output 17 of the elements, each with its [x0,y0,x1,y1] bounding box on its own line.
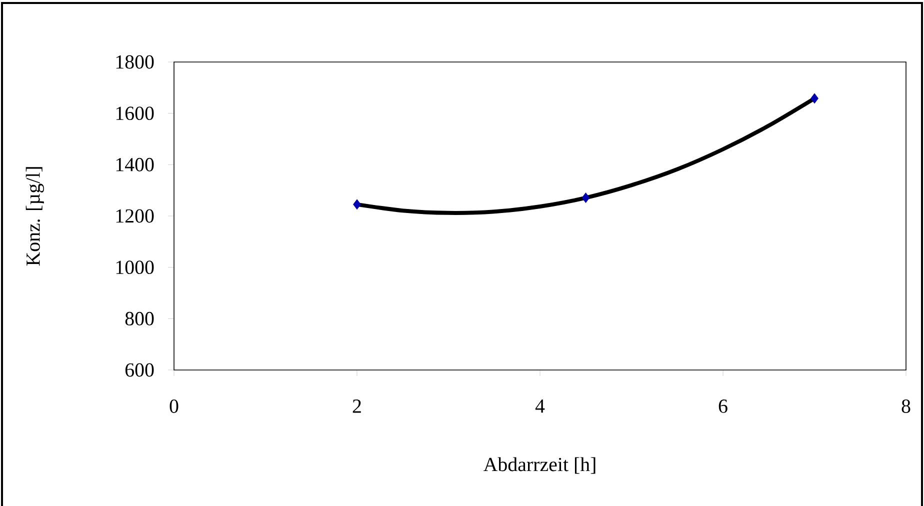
y-tick-label: 600 [125,363,154,377]
point [582,192,590,203]
x-tick-label: 4 [535,400,545,413]
x-tick-label: 0 [170,400,178,413]
y-tick-label: 1000 [116,260,154,274]
y-tick-label: 1400 [116,158,154,172]
y-axis-title: Konz. [µg/l] [26,167,44,266]
x-axis-title: Abdarrzeit [h] [483,457,596,474]
y-tick-label: 800 [125,312,154,326]
x-tick-label: 8 [902,400,910,413]
y-tick-label: 1600 [116,106,154,120]
point [353,199,361,210]
x-tick-label: 6 [718,400,728,413]
point [810,93,818,104]
y-tick-label: 1200 [116,209,154,223]
x-tick-label: 2 [352,400,361,413]
y-tick-label: 1800 [116,55,154,69]
